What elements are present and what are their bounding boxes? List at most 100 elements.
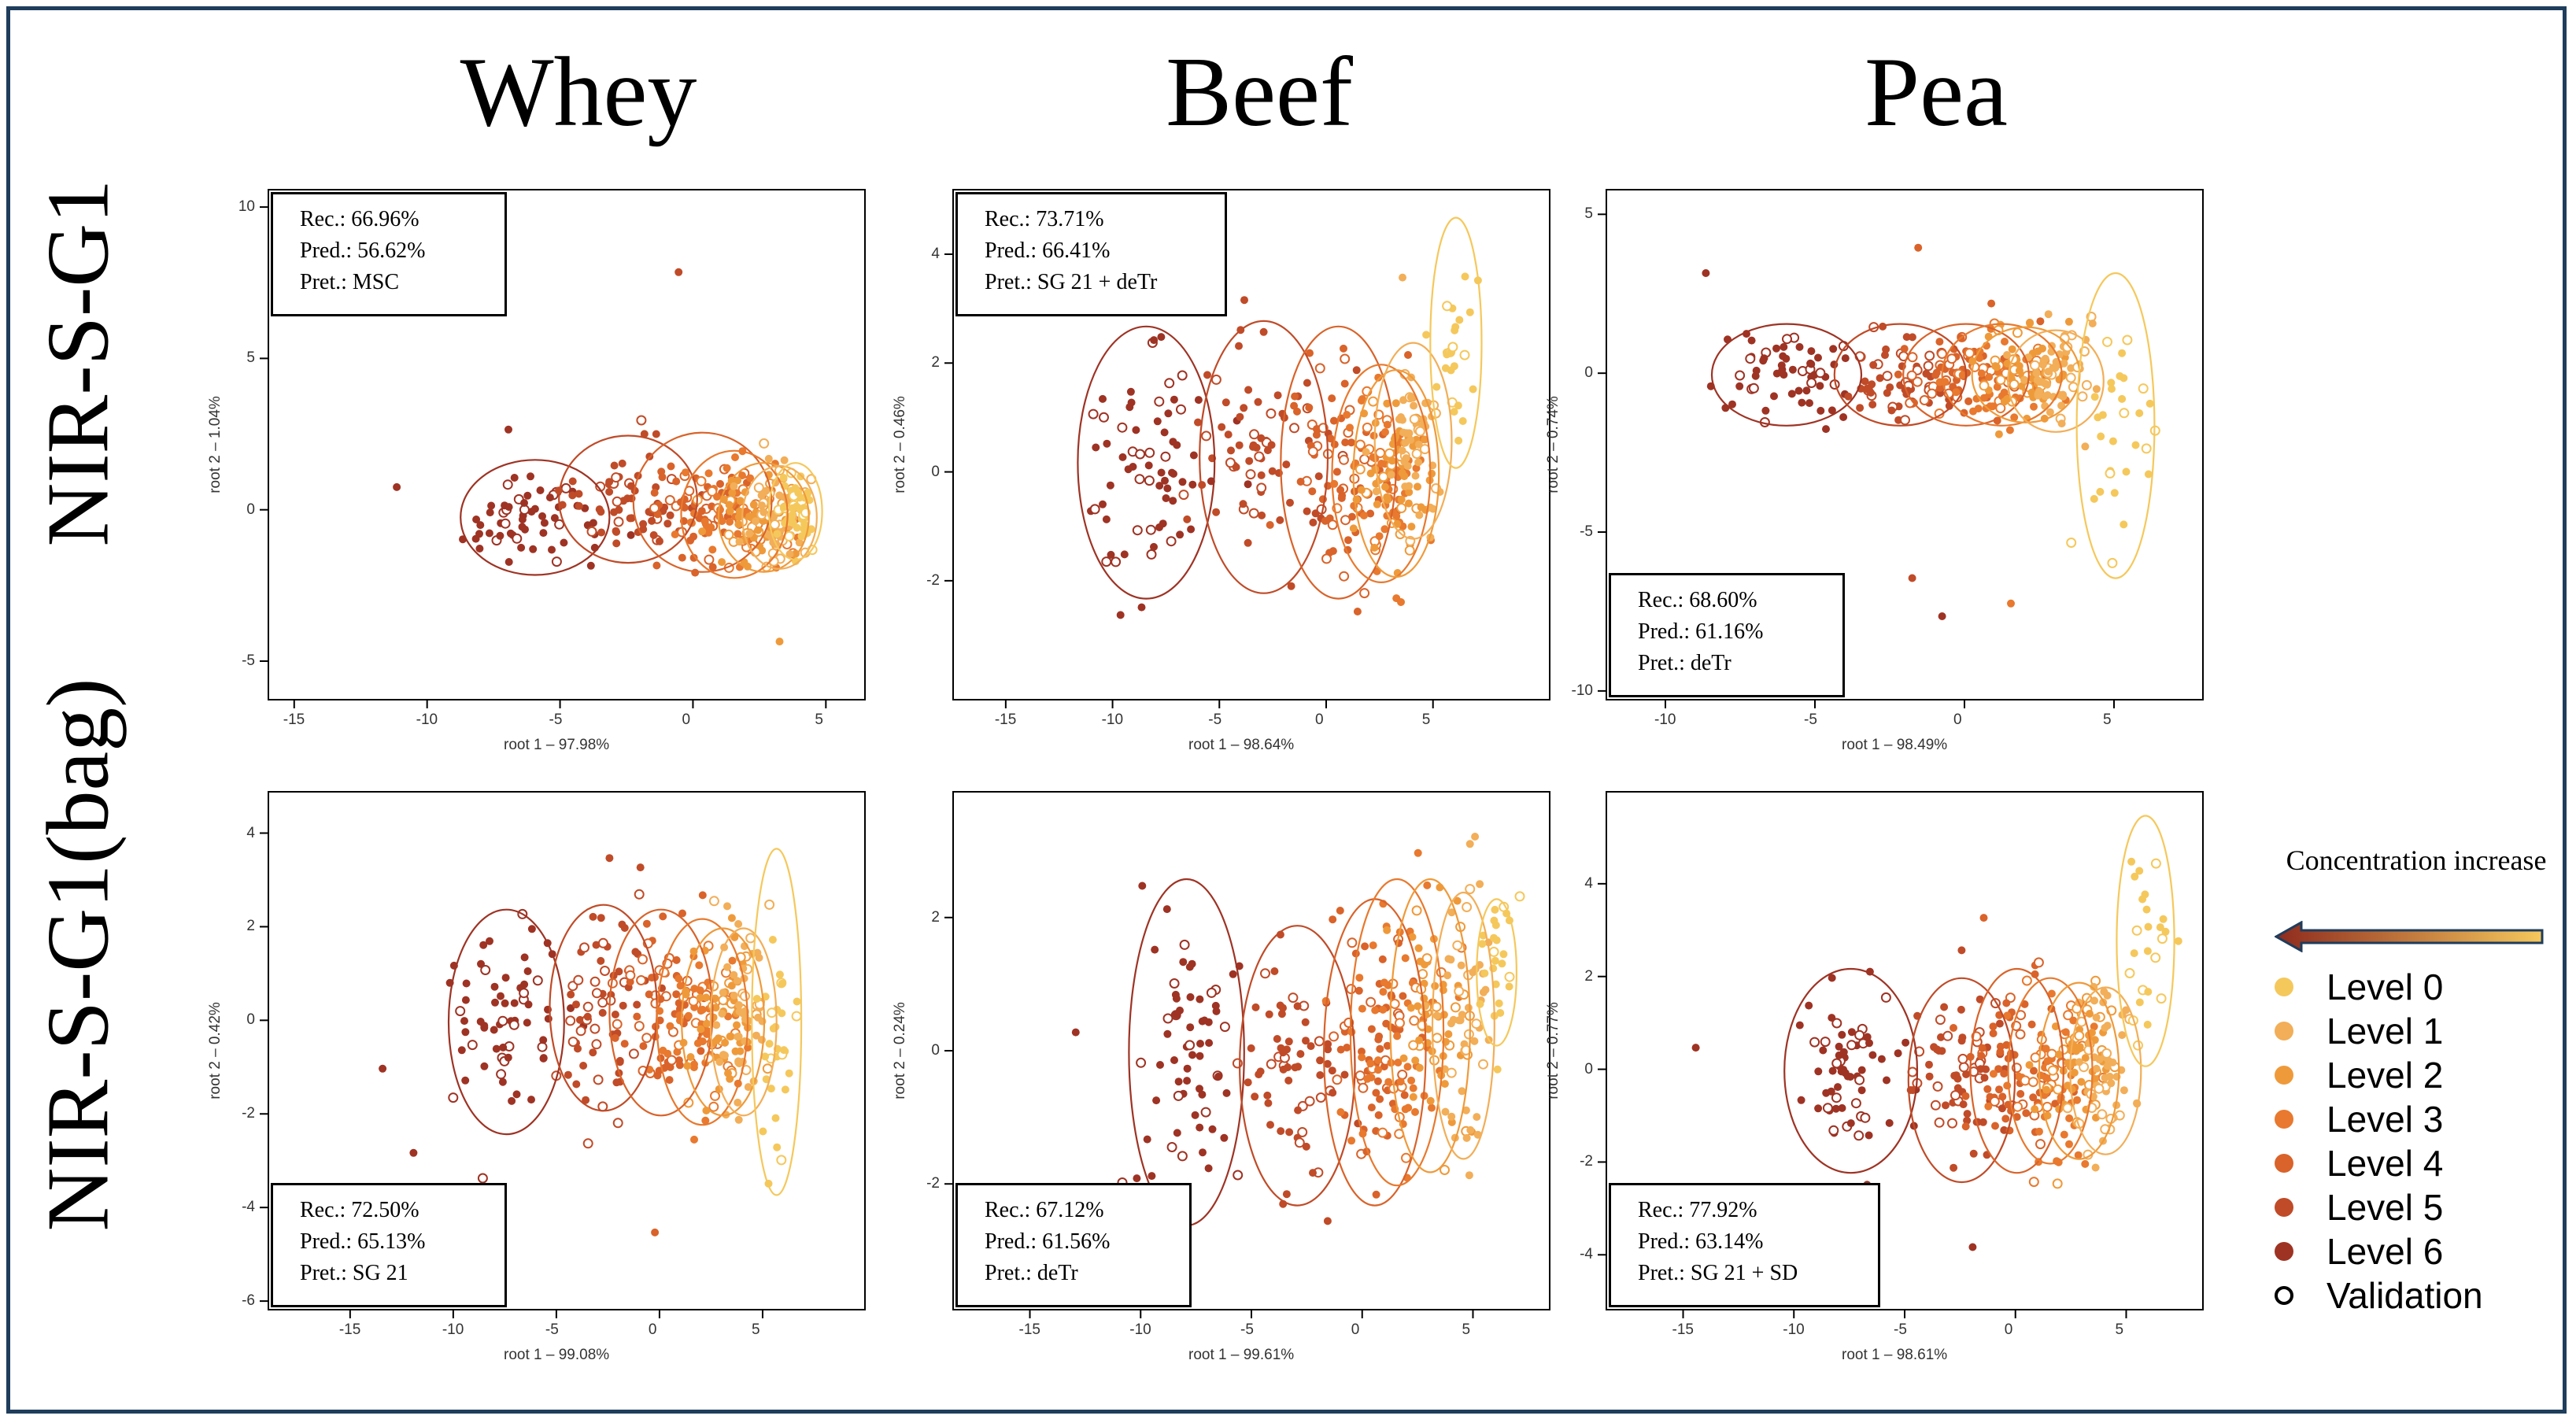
validation-point-level-5 [1923,360,1934,371]
data-point-level-5 [1861,377,1869,386]
validation-point-level-1 [740,991,750,1002]
validation-point-level-6 [1206,987,1217,998]
data-point-level-6 [1194,396,1203,405]
data-point-level-0 [2107,379,2116,387]
data-point-level-2 [1414,1002,1422,1011]
data-point-level-5 [1953,1084,1962,1092]
y-tick-label: -4 [242,1199,255,1216]
data-point-level-4 [1900,345,1909,353]
y-tick-label: 0 [246,501,255,518]
validation-point-level-5 [1947,1118,1957,1129]
data-point-level-2 [2031,1105,2039,1114]
data-point-level-5 [1203,371,1211,379]
validation-point-level-5 [611,472,622,483]
data-point-level-6 [1183,1064,1192,1073]
y-tick-label: 5 [1584,205,1593,223]
data-point-level-0 [2118,349,2127,357]
data-point-level-0 [1450,362,1458,371]
validation-point-level-6 [1179,939,1190,950]
legend-item-level-5: Level 5 [2275,1185,2443,1229]
validation-point-level-5 [1254,451,1265,462]
data-point-level-1 [764,454,773,463]
data-point-level-3 [704,469,713,478]
data-point-level-6 [1814,1067,1823,1076]
validation-point-level-1 [770,519,780,530]
validation-point-level-4 [1340,353,1351,364]
confidence-ellipse-level-3 [656,918,749,1126]
validation-point-level-5 [591,988,602,999]
data-point-level-3 [1358,1004,1366,1013]
confidence-ellipse-level-6 [1077,325,1216,600]
data-point-level-6 [510,474,519,482]
validation-point-level-2 [1378,471,1389,482]
legend-swatch [2275,1110,2293,1129]
data-point-level-5 [1925,1072,1934,1081]
data-point-level-2 [726,507,734,516]
data-point-level-2 [1411,1056,1420,1065]
data-point-level-4 [1989,1029,1998,1037]
data-point-level-0 [2118,394,2127,403]
data-point-level-4 [1312,431,1321,439]
data-point-level-6 [1798,398,1806,407]
data-point-level-3 [708,545,717,554]
data-point-level-0 [2144,922,2153,931]
data-point-level-3 [1381,428,1389,436]
data-point-level-0 [793,997,801,1006]
data-point-level-2 [724,1069,732,1077]
data-point-level-3 [690,1060,698,1069]
data-point-level-4 [1290,401,1299,410]
data-point-level-1 [735,538,744,546]
validation-point-level-6 [1089,504,1100,515]
data-point-level-1 [2041,392,2049,401]
data-point-level-1 [723,902,731,911]
data-point-level-1 [1469,968,1477,977]
data-point-level-4 [2002,999,2011,1007]
data-point-level-2 [2026,319,2035,327]
data-point-level-1 [2059,392,2068,401]
x-tick-label: -15 [994,712,1017,728]
data-point-level-2 [2086,1010,2094,1018]
data-point-level-0 [1491,956,1499,965]
data-point-level-3 [731,453,739,461]
validation-point-level-6 [1782,334,1792,345]
confidence-ellipse-level-1 [709,927,778,1117]
data-point-level-6 [1106,481,1114,490]
data-point-level-6 [1222,1089,1231,1097]
outlier-point-level-2 [775,638,784,646]
validation-point-level-0 [1459,349,1470,360]
validation-point-level-4 [625,970,636,981]
data-point-level-0 [796,472,805,481]
data-point-level-1 [1403,429,1411,438]
validation-point-level-5 [597,937,608,948]
data-point-level-1 [795,538,804,547]
info-pred: Pred.: 61.16% [1638,619,1764,644]
data-point-level-2 [1440,1080,1449,1089]
data-point-level-2 [1399,1054,1408,1063]
data-point-level-6 [1883,1076,1890,1085]
data-point-level-6 [1157,333,1166,342]
data-point-level-4 [2051,1100,2060,1108]
validation-point-level-5 [1934,1117,1945,1128]
validation-point-level-1 [2062,342,2073,353]
validation-point-level-3 [1377,1127,1388,1138]
validation-point-level-5 [612,1118,623,1129]
data-point-level-1 [2092,385,2101,394]
data-point-level-6 [485,529,493,538]
y-tick-label: -6 [242,1292,255,1310]
data-point-level-6 [1153,417,1162,426]
data-point-level-1 [2092,1013,2101,1022]
data-point-level-4 [1329,416,1338,425]
y-tick-label: 0 [1584,1060,1593,1077]
info-pret: Pret.: deTr [985,1261,1078,1285]
validation-point-level-3 [2030,1052,2041,1063]
confidence-ellipse-level-5 [1199,320,1329,594]
data-point-level-1 [2092,1064,2101,1073]
data-point-level-2 [1388,456,1396,465]
legend-item-validation: Validation [2275,1273,2483,1318]
data-point-level-3 [2010,413,2019,422]
data-point-level-2 [1414,482,1421,491]
data-point-level-1 [1465,840,1474,848]
validation-point-level-2 [2074,1030,2085,1041]
data-point-level-0 [2144,988,2153,996]
data-point-level-4 [1308,487,1317,496]
